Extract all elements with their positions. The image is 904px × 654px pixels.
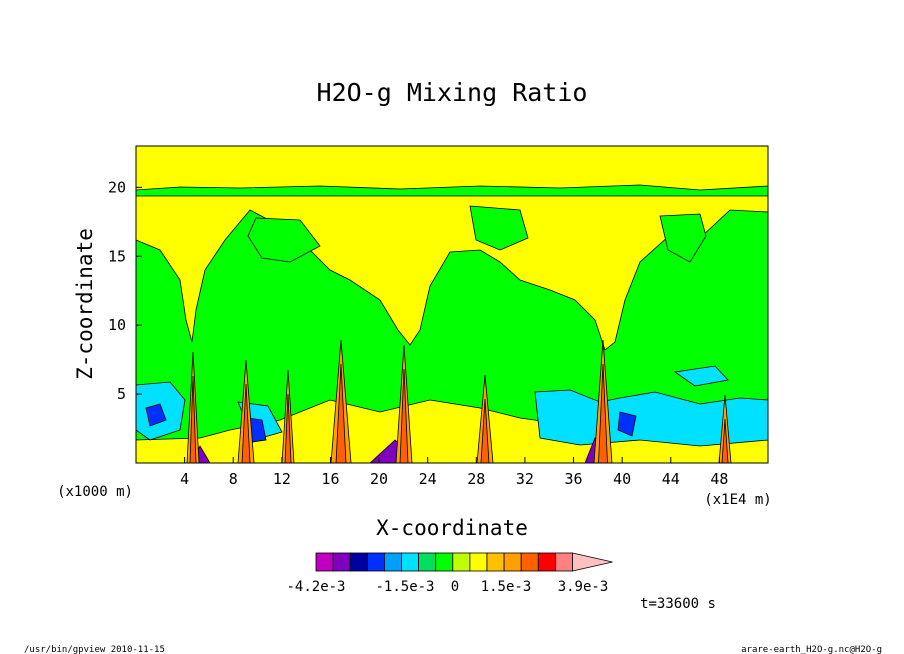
- colorbar-label: -1.5e-3: [375, 579, 434, 595]
- y-tick-label: 20: [108, 178, 126, 196]
- blue-core: [617, 411, 637, 437]
- y-tick-label: 10: [108, 316, 126, 334]
- green-pocket: [659, 213, 707, 263]
- x-tick-label: 32: [516, 470, 534, 488]
- y-axis-ticks: 5 10 15 20: [108, 178, 142, 403]
- colorbar-swatch: [349, 552, 368, 572]
- chart-title: H2O-g Mixing Ratio: [317, 78, 588, 107]
- colorbar-label: 3.9e-3: [558, 579, 609, 595]
- contour-field: [135, 145, 769, 464]
- x-tick-label: 4: [180, 470, 189, 488]
- time-label: t=33600 s: [640, 596, 716, 612]
- colorbar-swatch: [315, 552, 334, 572]
- footer-left: /usr/bin/gpview 2010-11-15: [24, 645, 165, 654]
- colorbar-label: 0: [451, 579, 459, 595]
- green-pocket: [469, 205, 529, 251]
- colorbar-swatch: [520, 552, 539, 572]
- plot-frame: [135, 145, 769, 464]
- y-tick-label: 15: [108, 247, 126, 265]
- x-axis-ticks: 4 8 12 16 20 24 28 32 36 40 44 48: [180, 457, 728, 488]
- colorbar-swatch: [383, 552, 402, 572]
- colorbar-swatch: [366, 552, 385, 572]
- x-tick-label: 16: [321, 470, 339, 488]
- x-tick-label: 36: [565, 470, 583, 488]
- x-tick-label: 48: [710, 470, 728, 488]
- blue-core: [145, 403, 167, 427]
- colorbar-swatch: [469, 552, 488, 572]
- x-tick-label: 40: [613, 470, 631, 488]
- x-tick-label: 44: [662, 470, 680, 488]
- colorbar-swatch: [435, 552, 454, 572]
- x-unit-left: (x1000 m): [57, 484, 133, 500]
- yellow-upper-band: [135, 145, 769, 191]
- cyan-patch: [673, 365, 729, 387]
- footer-right: arare-earth_H2O-g.nc@H2O-g: [741, 645, 882, 654]
- green-pocket: [247, 217, 321, 263]
- y-tick-label: 5: [117, 385, 126, 403]
- colorbar-swatch: [452, 552, 471, 572]
- colorbar-swatch: [486, 552, 505, 572]
- colorbar-arrow: [572, 552, 613, 572]
- x-tick-label: 20: [370, 470, 388, 488]
- colorbar-label: 1.5e-3: [481, 579, 532, 595]
- colorbar-label: -4.2e-3: [286, 579, 345, 595]
- colorbar-labels: -4.2e-3 -1.5e-3 0 1.5e-3 3.9e-3: [286, 579, 608, 595]
- x-tick-label: 24: [419, 470, 437, 488]
- y-axis-label: Z-coordinate: [73, 228, 97, 380]
- plot-area: [135, 145, 769, 464]
- colorbar: [315, 552, 613, 572]
- x-tick-label: 8: [229, 470, 238, 488]
- colorbar-swatch: [332, 552, 351, 572]
- colorbar-swatch: [555, 552, 573, 572]
- x-tick-label: 28: [467, 470, 485, 488]
- x-tick-label: 12: [273, 470, 291, 488]
- colorbar-swatch: [418, 552, 437, 572]
- x-unit-right: (x1E4 m): [704, 492, 771, 508]
- x-axis-label: X-coordinate: [376, 516, 528, 540]
- colorbar-swatch: [401, 552, 420, 572]
- colorbar-swatch: [503, 552, 522, 572]
- colorbar-swatch: [537, 552, 556, 572]
